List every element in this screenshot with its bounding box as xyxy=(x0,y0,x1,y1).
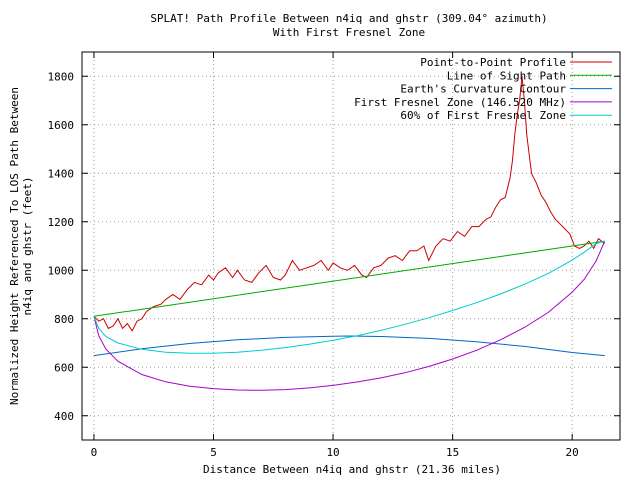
legend-label: First Fresnel Zone (146.520 MHz) xyxy=(354,96,566,109)
y-tick-label: 1400 xyxy=(48,167,75,180)
y-axis-label: Normalized Height Referenced To LOS Path… xyxy=(8,87,34,405)
series-line-first-fresnel-zone-146-520-mhz xyxy=(93,241,606,391)
y-tick-label: 1600 xyxy=(48,119,75,132)
y-axis-label-line-1: Normalized Height Referenced To LOS Path… xyxy=(8,87,21,405)
data-series xyxy=(93,76,606,391)
axis-ticks: 0 5 10 15 20 400 600 800 1000 1200 1400 1600 1800 xyxy=(48,52,620,459)
x-tick-label: 20 xyxy=(566,446,579,459)
y-tick-label: 1000 xyxy=(48,264,75,277)
series-line-earth-s-curvature-contour xyxy=(93,335,605,357)
y-axis-label-line-2: n4iq and ghstr (feet) xyxy=(21,176,34,315)
legend-label: 60% of First Fresnel Zone xyxy=(400,109,566,122)
x-axis-label: Distance Between n4iq and ghstr (21.36 m… xyxy=(203,463,501,476)
series-line-60-of-first-fresnel-zone xyxy=(93,240,605,354)
legend-label: Point-to-Point Profile xyxy=(420,56,566,69)
legend-label: Line of Sight Path xyxy=(447,69,566,82)
grid-lines xyxy=(82,52,620,440)
y-tick-label: 1800 xyxy=(48,70,75,83)
x-tick-label: 10 xyxy=(326,446,339,459)
y-tick-label: 800 xyxy=(54,313,74,326)
series-line-point-to-point-profile xyxy=(93,76,606,332)
series-line-line-of-sight-path xyxy=(93,240,605,317)
x-tick-label: 15 xyxy=(446,446,459,459)
plot-frame xyxy=(81,51,621,441)
y-tick-label: 1200 xyxy=(48,216,75,229)
chart-title: SPLAT! Path Profile Between n4iq and ghs… xyxy=(150,12,547,25)
y-tick-label: 400 xyxy=(54,410,74,423)
x-tick-label: 5 xyxy=(210,446,217,459)
x-tick-label: 0 xyxy=(91,446,98,459)
legend-label: Earth's Curvature Contour xyxy=(400,83,566,96)
y-tick-label: 600 xyxy=(54,361,74,374)
chart-subtitle: With First Fresnel Zone xyxy=(273,26,425,39)
